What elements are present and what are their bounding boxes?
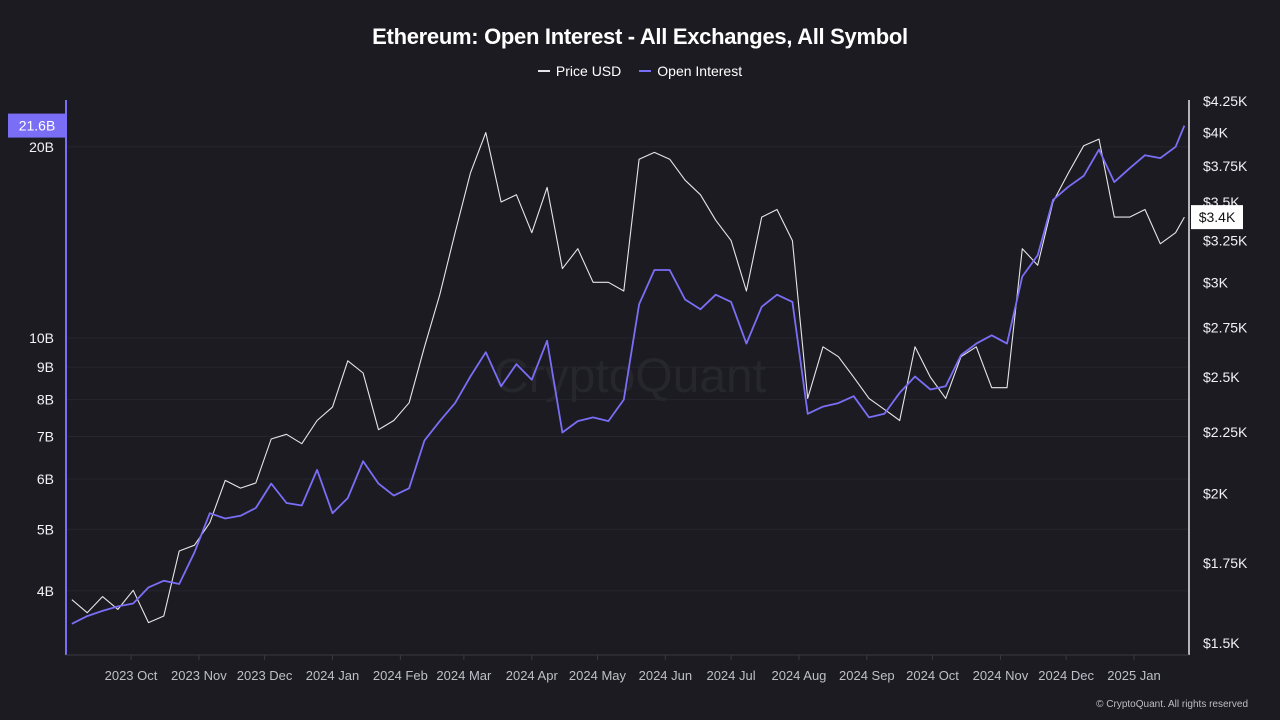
right-tick-label: $1.5K	[1203, 635, 1240, 651]
left-tick-label: 5B	[37, 521, 54, 537]
x-tick-label: 2024 Jul	[706, 668, 755, 683]
right-tick-label: $2K	[1203, 485, 1229, 501]
left-tick-label: 4B	[37, 583, 54, 599]
x-tick-label: 2024 Feb	[373, 668, 428, 683]
right-tick-label: $3K	[1203, 274, 1229, 290]
last-value-label-price: $3.4K	[1199, 209, 1236, 225]
right-tick-label: $4.25K	[1203, 93, 1248, 109]
x-tick-label: 2024 Jun	[639, 668, 693, 683]
series-line-open-interest	[71, 125, 1186, 625]
right-tick-label: $4K	[1203, 125, 1229, 141]
right-tick-label: $2.5K	[1203, 369, 1240, 385]
legend: Price USD Open Interest	[0, 63, 1280, 79]
x-tick-label: 2024 Aug	[771, 668, 826, 683]
copyright-footer: © CryptoQuant. All rights reserved	[1096, 699, 1248, 710]
legend-item-price[interactable]: Price USD	[537, 63, 622, 79]
last-value-badge-open-interest	[8, 113, 66, 138]
right-tick-label: $3.75K	[1203, 158, 1248, 174]
left-tick-label: 20B	[29, 139, 54, 155]
chart-title: Ethereum: Open Interest - All Exchanges,…	[372, 24, 908, 49]
legend-label-price: Price USD	[555, 63, 622, 79]
x-tick-label: 2024 May	[569, 668, 627, 683]
last-value-label-open-interest: 21.6B	[19, 118, 56, 134]
left-tick-label: 9B	[37, 359, 54, 375]
left-tick-label: 10B	[29, 330, 54, 346]
x-tick-label: 2024 Jan	[306, 668, 360, 683]
x-tick-label: 2023 Oct	[105, 668, 158, 683]
left-tick-label: 6B	[37, 471, 54, 487]
left-tick-label: 7B	[37, 428, 54, 444]
right-tick-label: $2.75K	[1203, 320, 1248, 336]
x-tick-label: 2024 Mar	[436, 668, 492, 683]
legend-label-open-interest: Open Interest	[657, 63, 743, 79]
legend-item-open-interest[interactable]: Open Interest	[639, 63, 742, 79]
x-tick-label: 2025 Jan	[1107, 668, 1161, 683]
right-tick-label: $2.25K	[1203, 424, 1248, 440]
last-value-badge-price	[1191, 205, 1243, 230]
right-tick-label: $3.25K	[1203, 233, 1248, 249]
legend-swatch-price	[537, 70, 550, 72]
x-tick-label: 2024 Dec	[1038, 668, 1094, 683]
x-tick-label: 2024 Sep	[839, 668, 895, 683]
x-tick-label: 2023 Dec	[237, 668, 293, 683]
x-tick-label: 2024 Apr	[506, 668, 559, 683]
right-tick-label: $1.75K	[1203, 555, 1248, 571]
x-tick-label: 2024 Oct	[906, 668, 959, 683]
x-tick-label: 2024 Nov	[973, 668, 1029, 683]
series-line-price-usd	[71, 132, 1185, 624]
x-tick-label: 2023 Nov	[171, 668, 227, 683]
left-tick-label: 8B	[37, 392, 54, 408]
legend-swatch-open-interest	[639, 70, 652, 72]
